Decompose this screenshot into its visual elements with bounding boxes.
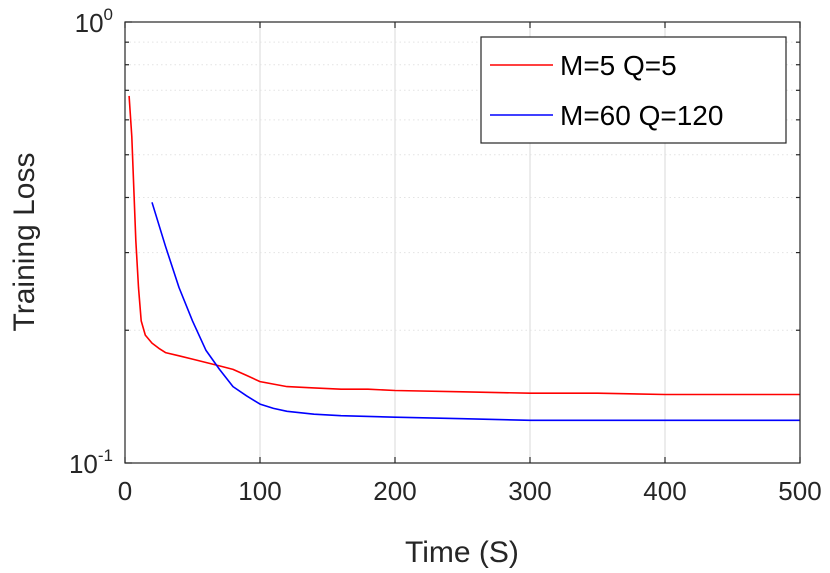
y-tick-exponent: 0 bbox=[104, 5, 113, 24]
x-tick-label: 0 bbox=[118, 476, 132, 506]
legend-label-2: M=60 Q=120 bbox=[560, 100, 723, 131]
legend-box bbox=[480, 36, 787, 144]
y-tick-base: 10 bbox=[75, 8, 104, 38]
y-tick-label: 10-1 bbox=[69, 446, 113, 479]
series-lines bbox=[128, 95, 800, 422]
y-tick-base: 10 bbox=[69, 449, 98, 479]
series-line-1 bbox=[128, 95, 800, 396]
x-tick-label: 300 bbox=[508, 476, 551, 506]
y-tick-label: 100 bbox=[75, 5, 113, 38]
y-axis-label: Training Loss bbox=[8, 153, 41, 332]
x-tick-label: 500 bbox=[778, 476, 821, 506]
axes-frame bbox=[124, 21, 801, 464]
x-axis-label: Time (S) bbox=[405, 536, 519, 569]
y-tick-exponent: -1 bbox=[98, 446, 113, 465]
x-tick-label: 100 bbox=[238, 476, 281, 506]
x-tick-label: 200 bbox=[373, 476, 416, 506]
legend: M=5 Q=5 M=60 Q=120 bbox=[480, 36, 787, 144]
x-tick-label: 400 bbox=[643, 476, 686, 506]
series-line-2 bbox=[151, 202, 800, 422]
legend-label-1: M=5 Q=5 bbox=[560, 50, 677, 81]
